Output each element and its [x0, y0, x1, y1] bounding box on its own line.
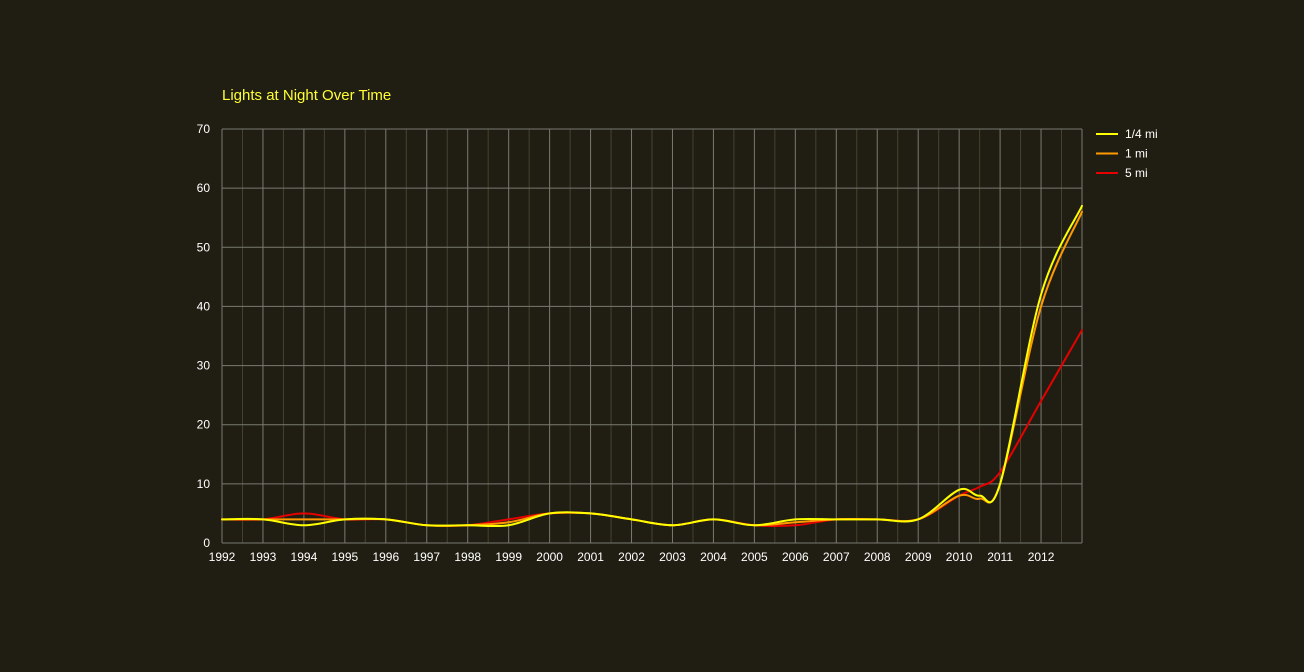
y-tick-label: 0: [203, 536, 210, 550]
x-tick-label: 2002: [618, 550, 645, 564]
x-tick-label: 2006: [782, 550, 809, 564]
grid-layer: [221, 128, 1083, 544]
lines-layer: [221, 204, 1083, 528]
y-tick-label: 20: [197, 418, 211, 432]
legend-item[interactable]: 5 mi: [1096, 166, 1148, 180]
x-tick-label: 2012: [1028, 550, 1055, 564]
x-tick-label: 1996: [372, 550, 399, 564]
legend-item[interactable]: 1 mi: [1096, 147, 1148, 161]
x-tick-label: 1997: [413, 550, 440, 564]
y-tick-label: 40: [197, 299, 211, 313]
y-tick-label: 10: [197, 477, 211, 491]
y-tick-label: 60: [197, 181, 211, 195]
x-tick-label: 1995: [332, 550, 359, 564]
x-axis-ticks: 1992 1993 1994 1995 1996 1997 1998 1999 2000 2001…: [209, 550, 1055, 564]
x-tick-label: 2011: [987, 550, 1013, 564]
x-tick-label: 2000: [536, 550, 563, 564]
x-tick-label: 1992: [209, 550, 236, 564]
y-tick-label: 30: [197, 359, 211, 373]
y-tick-label: 70: [197, 122, 211, 136]
x-tick-label: 2001: [577, 550, 604, 564]
legend-label: 1/4 mi: [1125, 127, 1158, 141]
x-tick-label: 2008: [864, 550, 891, 564]
x-tick-label: 1994: [291, 550, 318, 564]
x-tick-label: 1999: [495, 550, 522, 564]
x-tick-label: 2010: [946, 550, 973, 564]
x-tick-label: 1998: [454, 550, 481, 564]
x-tick-label: 2003: [659, 550, 686, 564]
x-tick-label: 1993: [250, 550, 277, 564]
series-line-1-4-mi: [221, 204, 1083, 528]
legend[interactable]: 1/4 mi 1 mi 5 mi: [1096, 127, 1158, 180]
y-tick-label: 50: [197, 240, 211, 254]
x-tick-label: 2009: [905, 550, 932, 564]
legend-item[interactable]: 1/4 mi: [1096, 127, 1158, 141]
legend-label: 1 mi: [1125, 147, 1148, 161]
y-axis-ticks: 0 10 20 30 40 50 60 70: [197, 122, 211, 550]
x-tick-label: 2007: [823, 550, 850, 564]
chart-title: Lights at Night Over Time: [222, 87, 391, 104]
legend-label: 5 mi: [1125, 166, 1148, 180]
x-tick-label: 2004: [700, 550, 727, 564]
x-tick-label: 2005: [741, 550, 768, 564]
